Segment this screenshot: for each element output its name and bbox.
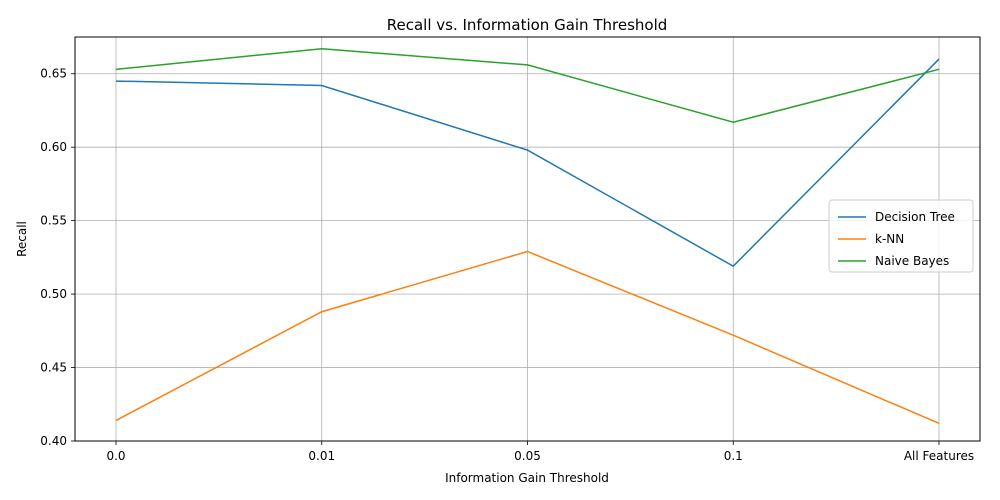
y-tick-label: 0.60 (40, 140, 67, 154)
y-tick-label: 0.50 (40, 287, 67, 301)
x-axis-label: Information Gain Threshold (445, 471, 609, 485)
legend-entry: Naive Bayes (875, 254, 949, 268)
chart-title: Recall vs. Information Gain Threshold (387, 16, 668, 34)
x-tick-label: All Features (904, 449, 974, 463)
series-line-k-nn (115, 250, 940, 425)
y-tick-label: 0.40 (40, 434, 67, 448)
y-tick-label: 0.65 (40, 67, 67, 81)
legend-entry: Decision Tree (875, 210, 955, 224)
y-tick-label: 0.55 (40, 214, 67, 228)
x-tick-label: 0.1 (724, 449, 743, 463)
x-tick-label: 0.01 (308, 449, 335, 463)
y-tick-label: 0.45 (40, 361, 67, 375)
legend-entry: k-NN (875, 232, 904, 246)
legend: Decision Tree k-NN Naive Bayes (828, 199, 974, 273)
y-axis-label: Recall (15, 221, 29, 257)
x-tick-label: 0.0 (106, 449, 125, 463)
series-line-decision-tree (115, 58, 940, 268)
y-axis-ticks: 0.40 0.45 0.50 0.55 0.60 0.65 (40, 67, 75, 448)
legend-box (828, 199, 974, 273)
series-line-naive-bayes (115, 47, 940, 123)
x-tick-label: 0.05 (514, 449, 541, 463)
series-lines (115, 47, 940, 425)
x-axis-ticks: 0.0 0.01 0.05 0.1 All Features (106, 441, 974, 463)
